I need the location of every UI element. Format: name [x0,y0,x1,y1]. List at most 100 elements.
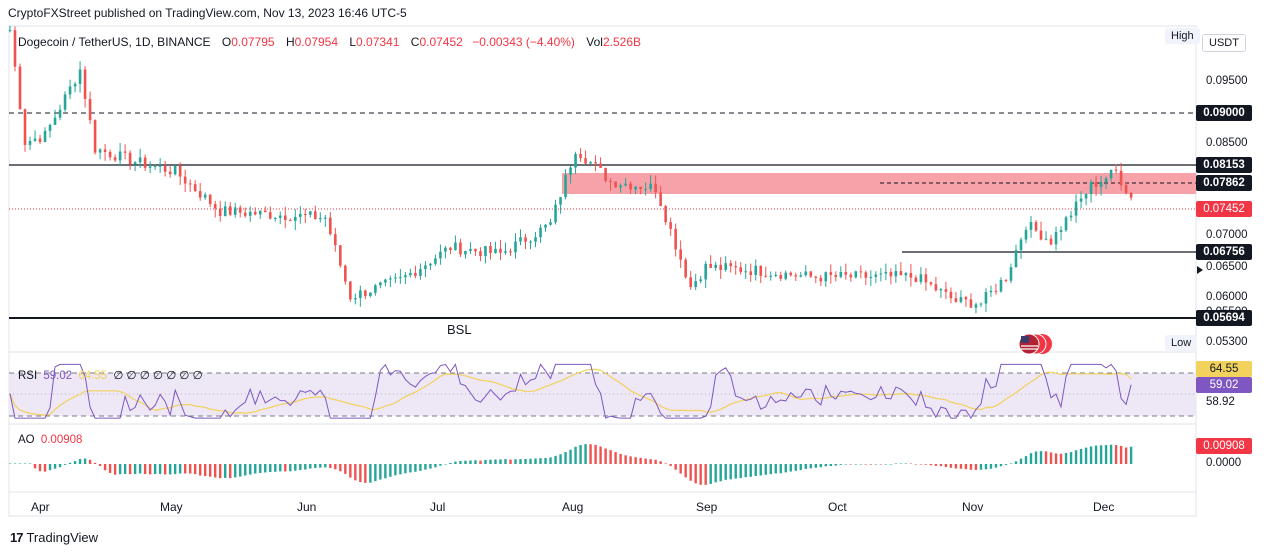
ao-bar [764,464,767,475]
ao-bar [1059,453,1063,464]
candle-body [524,237,527,242]
candle-body [233,207,237,215]
symbol-name[interactable]: Dogecoin / TetherUS, 1D, BINANCE [18,35,211,49]
ao-bar [1079,448,1083,464]
ao-bar [23,463,27,464]
candle-body [894,271,898,277]
ao-bar [749,464,752,477]
ao-bar [789,464,792,472]
candle-body [1054,231,1058,245]
ao-bar [709,464,712,484]
ao-bar [1014,461,1018,464]
ao-bar [384,464,387,479]
ao-bar [284,464,287,472]
candle-body [699,279,702,282]
candle-body [439,251,442,259]
ao-bar [809,464,812,469]
scroll-arrow-icon[interactable] [1197,266,1203,274]
candle-body [919,274,923,282]
high-value: 0.07954 [294,35,339,49]
ao-bar [644,458,647,464]
ao-bar [53,464,57,469]
ao-bar [549,457,552,464]
candle-body [619,185,622,188]
candle-body [389,278,392,280]
low-value: 0.07341 [356,35,400,49]
ao-bar [469,460,472,464]
ao-bar [664,463,667,464]
ao-bar [494,459,497,464]
candle-body [829,272,833,275]
currency-button[interactable]: USDT [1202,34,1246,52]
candle-body [349,281,352,300]
ao-bar [214,464,217,478]
ao-bar [48,464,52,471]
ao-title[interactable]: AO [18,434,35,446]
ao-bar [1119,445,1123,464]
candle-body [1124,185,1128,194]
low-button[interactable]: Low [1165,335,1198,351]
candle-body [479,251,482,257]
ao-bar [979,464,983,470]
rsi-ma-label: 64.55 [1196,361,1252,377]
ao-bar [354,464,357,481]
ao-bar [264,464,267,473]
candle-body [278,215,282,218]
ao-bar [93,462,97,464]
candle-body [984,292,988,304]
candle-body [684,259,687,278]
candle-body [924,274,928,283]
ao-bar [674,464,677,470]
candle-body [434,258,437,264]
ao-bar [849,464,853,465]
ao-bar [123,464,127,474]
ao-bar [359,464,362,483]
ao-bar [679,464,682,474]
ao-bar [1099,445,1103,464]
ao-bar [259,464,262,473]
flag-icon[interactable] [1018,333,1052,355]
vol-key: Vol [586,35,603,49]
ao-bar [959,464,963,469]
level-label-05694: 0.05694 [1196,310,1252,326]
ao-bar [839,464,843,465]
high-button[interactable]: High [1165,28,1200,44]
ao-bar [919,464,923,465]
ao-bar [43,464,47,472]
tradingview-brand[interactable]: 17 TradingView [10,530,98,545]
close-value: 0.07452 [419,35,463,49]
candle-body [384,279,387,283]
ao-bar [1054,453,1058,464]
ao-bar [439,464,442,466]
candle-body [399,277,402,279]
candle-body [634,186,637,190]
ao-bar [239,464,242,477]
candle-body [939,289,943,291]
candle-body [379,282,382,286]
rsi-value: 59.02 [43,370,73,382]
candle-body [344,265,347,282]
ao-bar [554,455,557,464]
ao-bar [183,464,187,474]
ao-bar [939,464,943,467]
candle-body [539,227,542,238]
ao-bar [804,464,807,469]
candle-body [994,290,998,292]
rsi-title[interactable]: RSI [18,370,38,382]
ao-bar [734,464,737,479]
ao-bar [18,463,22,464]
bsl-annotation: BSL [447,322,472,337]
candle-body [784,272,788,279]
candle-body [544,224,547,228]
candle-body [1059,230,1063,232]
ao-bar [884,464,888,465]
ao-bar [344,464,347,474]
candle-body [253,211,257,215]
candle-body [223,206,227,217]
ao-bar [794,464,797,471]
candle-body [929,282,933,285]
publisher-line: CryptoFXStreet published on TradingView.… [8,6,407,20]
candle-body [1024,229,1028,240]
vol-value: 2.526B [602,35,642,49]
ao-bar [614,452,617,464]
